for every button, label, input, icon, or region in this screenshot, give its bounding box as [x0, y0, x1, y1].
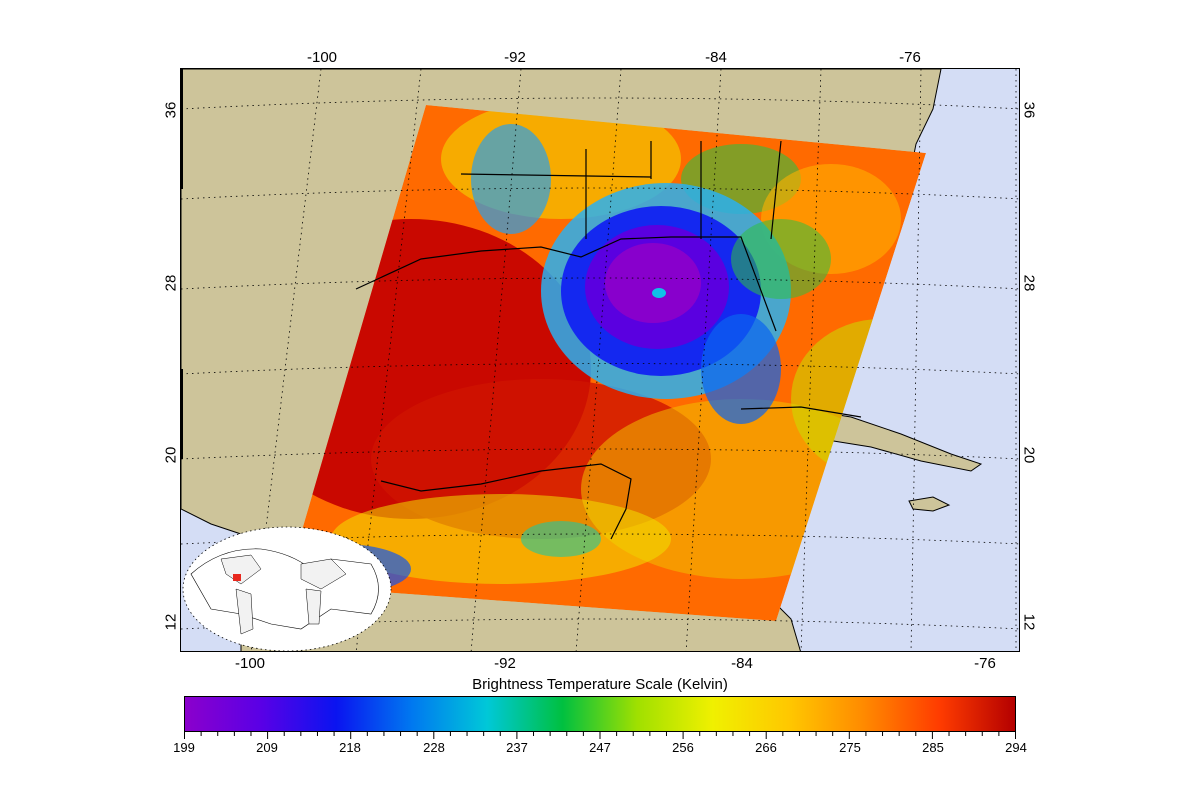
colorbar-ticks [184, 732, 1016, 739]
colorbar [184, 696, 1016, 732]
bottom-lon-label: -76 [974, 655, 996, 672]
right-lat-label: 36 [1020, 101, 1038, 119]
colorbar-label: 285 [922, 740, 944, 755]
colorbar-label: 237 [506, 740, 528, 755]
left-lat-label: 36 [162, 101, 180, 119]
bottom-lon-label: -100 [234, 655, 266, 672]
coastline-overlay [355, 140, 862, 540]
right-lat-label: 20 [1020, 446, 1038, 464]
top-lon-label: -100 [306, 49, 338, 66]
colorbar-title: Brightness Temperature Scale (Kelvin) [472, 676, 728, 693]
top-lon-label: -76 [899, 49, 921, 66]
colorbar-label: 294 [1005, 740, 1027, 755]
right-lat-label: 12 [1020, 613, 1038, 631]
top-lon-label: -84 [705, 49, 727, 66]
world-inset [182, 526, 392, 651]
bottom-lon-label: -84 [731, 655, 753, 672]
map-frame [180, 68, 1020, 652]
colorbar-label: 199 [173, 740, 195, 755]
left-lat-label: 28 [162, 274, 180, 292]
jamaica-land [908, 496, 951, 512]
colorbar-label: 247 [589, 740, 611, 755]
colorbar-label: 209 [256, 740, 278, 755]
right-lat-label: 28 [1020, 274, 1038, 292]
left-lat-label: 12 [162, 613, 180, 631]
satellite-map [181, 69, 1019, 651]
colorbar-label: 266 [755, 740, 777, 755]
inset-region-marker [233, 574, 241, 581]
top-lon-label: -92 [504, 49, 526, 66]
colorbar-label: 218 [339, 740, 361, 755]
left-lat-label: 20 [162, 446, 180, 464]
bottom-lon-label: -92 [494, 655, 516, 672]
colorbar-label: 256 [672, 740, 694, 755]
colorbar-label: 275 [839, 740, 861, 755]
colorbar-label: 228 [423, 740, 445, 755]
